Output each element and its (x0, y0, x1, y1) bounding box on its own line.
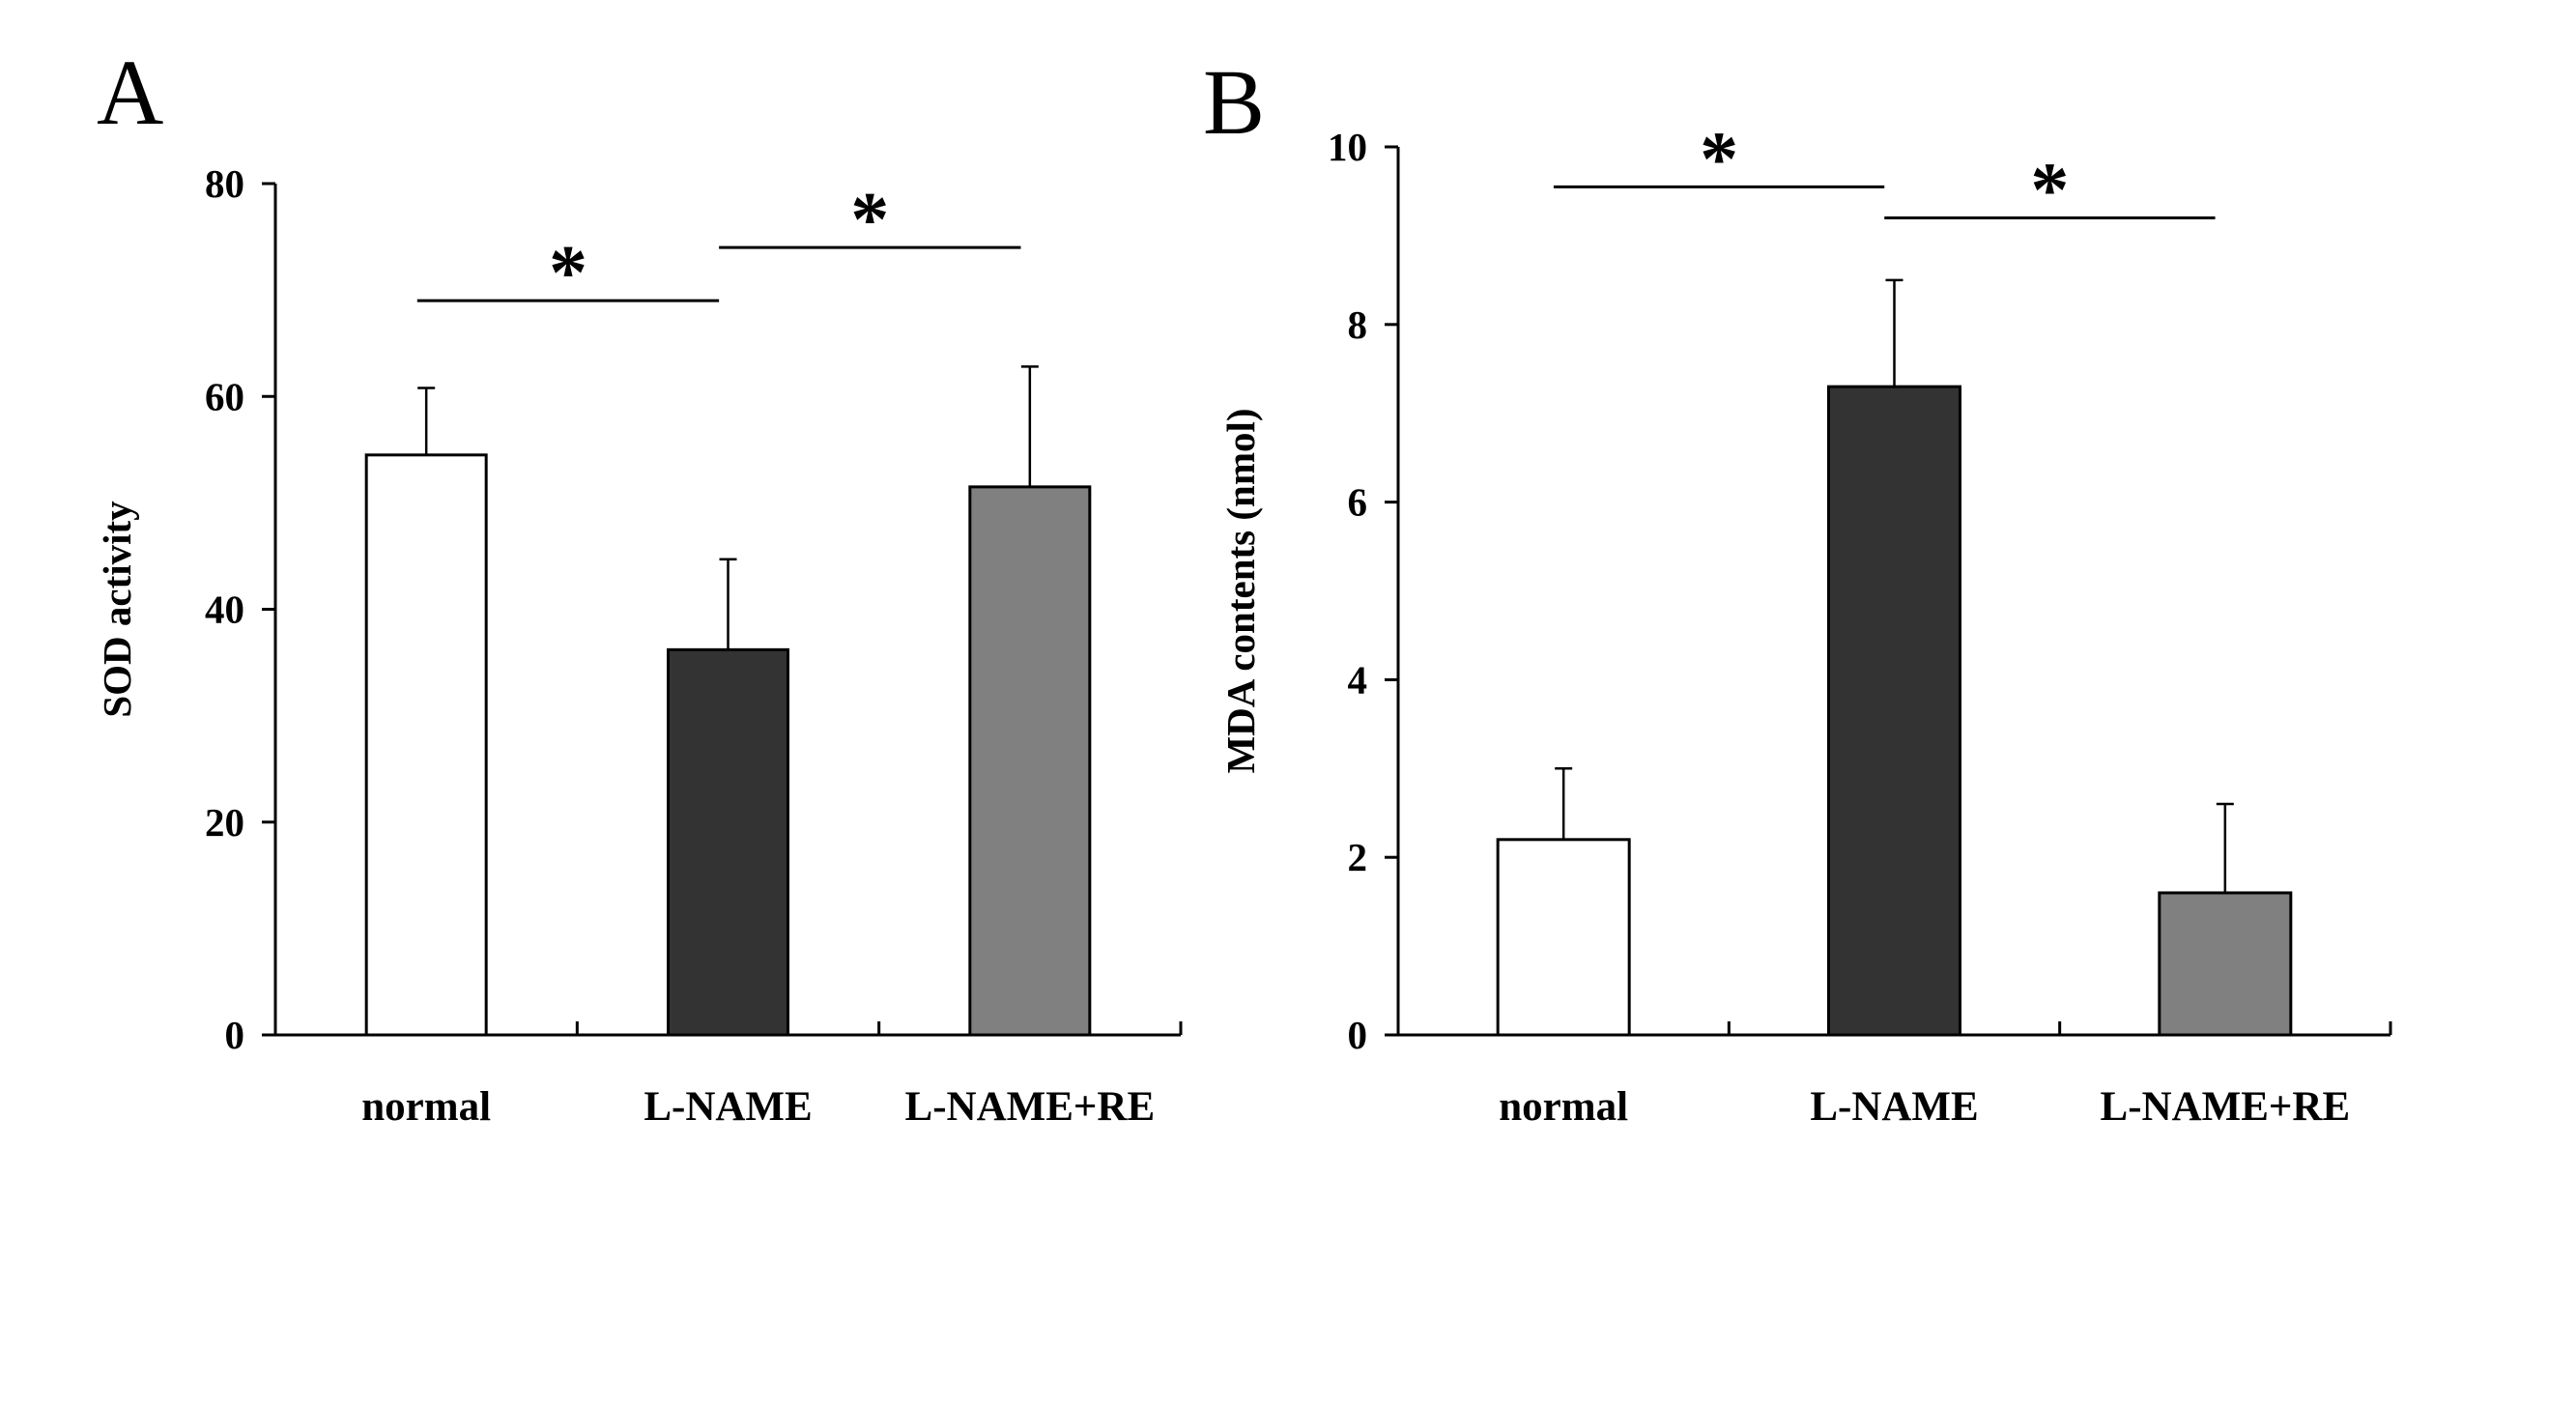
y-tick-label: 20 (205, 800, 244, 845)
x-category-label: L-NAME+RE (2101, 1084, 2351, 1130)
bar-normal (364, 453, 488, 1037)
y-tick-label: 0 (225, 1013, 245, 1057)
bar-l-name (667, 647, 789, 1037)
significance-star: * (2030, 149, 2069, 234)
x-category-label: L-NAME+RE (905, 1084, 1156, 1130)
x-category-label: L-NAME (1810, 1084, 1978, 1130)
bar-l-name-re (2158, 891, 2293, 1037)
significance-star: * (549, 231, 587, 316)
x-category-label: L-NAME (644, 1084, 812, 1130)
y-tick-label: 6 (1348, 480, 1368, 525)
y-tick-label: 8 (1348, 302, 1368, 347)
y-tick-label: 80 (205, 161, 244, 206)
y-tick-label: 2 (1348, 835, 1368, 879)
x-category-label: normal (361, 1084, 491, 1130)
x-category-label: normal (1499, 1084, 1628, 1130)
y-tick-label: 40 (205, 588, 244, 632)
bar-l-name-re (968, 485, 1092, 1037)
y-axis-title: SOD activity (95, 501, 139, 718)
significance-star: * (1700, 117, 1738, 202)
bar-l-name (1827, 385, 1961, 1037)
panel-a: A SOD activity 0 20 40 60 80 normal L-NAME L-NAME… (95, 41, 1183, 1130)
y-tick-label: 60 (205, 374, 244, 418)
panel-label-a: A (97, 41, 163, 144)
y-axis-title: MDA contents (nmol) (1218, 408, 1263, 773)
y-tick-label: 10 (1328, 125, 1367, 169)
y-tick-label: 0 (1348, 1013, 1368, 1057)
y-tick-label: 4 (1348, 657, 1368, 702)
bar-normal (1496, 838, 1631, 1037)
panel-label-b: B (1203, 50, 1265, 154)
significance-star: * (850, 178, 889, 263)
panel-b: B MDA contents (nmol) 0 2 4 6 8 10 normal L-NAME L… (1203, 50, 2392, 1130)
